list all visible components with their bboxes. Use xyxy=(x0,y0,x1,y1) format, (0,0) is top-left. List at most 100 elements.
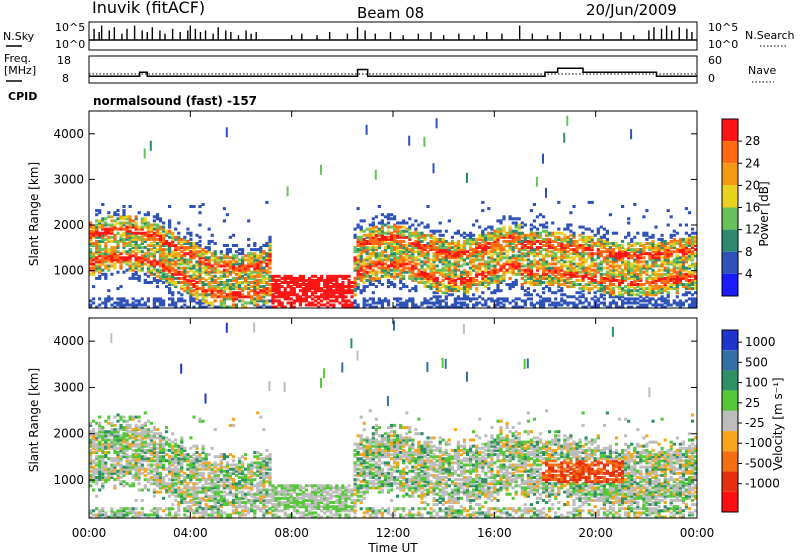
heat-cell xyxy=(125,457,129,461)
heat-cell xyxy=(402,219,406,223)
heat-cell xyxy=(654,287,658,291)
heat-cell xyxy=(180,254,184,258)
heat-cell xyxy=(189,291,193,295)
heat-cell xyxy=(563,264,567,268)
heat-cell xyxy=(432,231,436,235)
heat-cell xyxy=(639,244,643,247)
heat-cell xyxy=(162,250,166,254)
heat-cell xyxy=(140,217,144,221)
heat-cell xyxy=(438,252,442,256)
heat-cell xyxy=(393,270,397,274)
heat-cell xyxy=(356,248,360,252)
heat-cell xyxy=(417,281,421,284)
heat-cell xyxy=(469,237,473,241)
heat-cell xyxy=(614,268,619,272)
heat-cell xyxy=(599,268,603,272)
heat-cell xyxy=(110,509,114,513)
heat-cell xyxy=(374,254,378,258)
heat-cell xyxy=(681,285,685,289)
heat-cell xyxy=(119,256,123,260)
heat-cell xyxy=(639,283,643,286)
heat-cell xyxy=(669,250,673,254)
heat-cell xyxy=(496,244,500,247)
heat-cell xyxy=(289,276,293,280)
heat-cell xyxy=(158,297,163,301)
heat-cell xyxy=(633,299,637,303)
heat-cell xyxy=(687,274,692,278)
heat-cell xyxy=(390,237,394,241)
heat-cell xyxy=(371,250,375,254)
heat-cell xyxy=(104,438,108,442)
heat-cell xyxy=(204,268,208,272)
heat-cell xyxy=(663,252,667,256)
heat-cell xyxy=(517,256,521,260)
heat-cell xyxy=(490,278,494,282)
heat-cell xyxy=(627,276,631,280)
heat-cell xyxy=(520,283,524,286)
heat-cell xyxy=(690,299,695,303)
heat-cell xyxy=(92,264,96,268)
heat-cell xyxy=(107,235,111,239)
heat-cell xyxy=(152,250,156,254)
heat-cell xyxy=(651,244,655,247)
heat-cell xyxy=(250,258,254,262)
heat-cell xyxy=(192,242,196,245)
heat-cell xyxy=(162,303,166,307)
heat-cell xyxy=(481,252,485,256)
heat-cell xyxy=(523,254,527,258)
heat-cell xyxy=(429,305,433,309)
heat-cell xyxy=(326,295,330,299)
heat-cell xyxy=(478,258,482,262)
heat-cell xyxy=(371,248,375,252)
heat-cell xyxy=(611,231,616,235)
heat-cell xyxy=(219,256,223,260)
heat-cell xyxy=(602,244,606,247)
heat-cell xyxy=(326,289,330,293)
heat-cell xyxy=(158,231,163,235)
heat-cell xyxy=(228,283,232,286)
heat-cell xyxy=(456,246,460,250)
heat-cell xyxy=(517,233,521,237)
heat-cell xyxy=(113,211,117,215)
heat-cell xyxy=(538,301,543,305)
heat-cell xyxy=(508,276,512,280)
heat-cell xyxy=(627,217,631,221)
heat-cell xyxy=(332,295,336,299)
heat-cell xyxy=(116,442,120,446)
heat-cell xyxy=(575,305,579,309)
heat-cell xyxy=(353,268,357,272)
heat-cell xyxy=(265,244,269,247)
heat-cell xyxy=(575,252,579,256)
heat-cell xyxy=(450,239,454,243)
heat-cell xyxy=(204,283,208,286)
heat-cell xyxy=(338,295,342,299)
heat-cell xyxy=(368,258,372,262)
heat-cell xyxy=(104,244,108,247)
heat-cell xyxy=(140,225,144,229)
heat-cell xyxy=(435,229,439,233)
heat-cell xyxy=(174,250,178,254)
heat-cell xyxy=(383,242,388,245)
heat-cell xyxy=(514,223,518,227)
heat-cell xyxy=(538,239,543,243)
heat-cell xyxy=(475,250,479,254)
heat-cell xyxy=(499,246,503,250)
heat-cell xyxy=(146,256,150,260)
heat-cell xyxy=(694,264,698,268)
heat-cell xyxy=(429,248,433,252)
heat-cell xyxy=(614,272,619,276)
heat-cell xyxy=(548,276,552,280)
heat-cell xyxy=(92,252,96,256)
heat-cell xyxy=(244,254,248,258)
heat-cell xyxy=(447,293,451,297)
heat-cell xyxy=(122,237,126,241)
heat-cell xyxy=(137,260,141,264)
heat-cell xyxy=(602,291,606,295)
heat-cell xyxy=(405,256,409,260)
heat-cell xyxy=(627,287,631,291)
heat-cell xyxy=(289,281,293,284)
heat-cell xyxy=(496,233,500,237)
heat-cell xyxy=(286,276,290,280)
heat-cell xyxy=(678,264,682,268)
heat-cell xyxy=(140,237,144,241)
